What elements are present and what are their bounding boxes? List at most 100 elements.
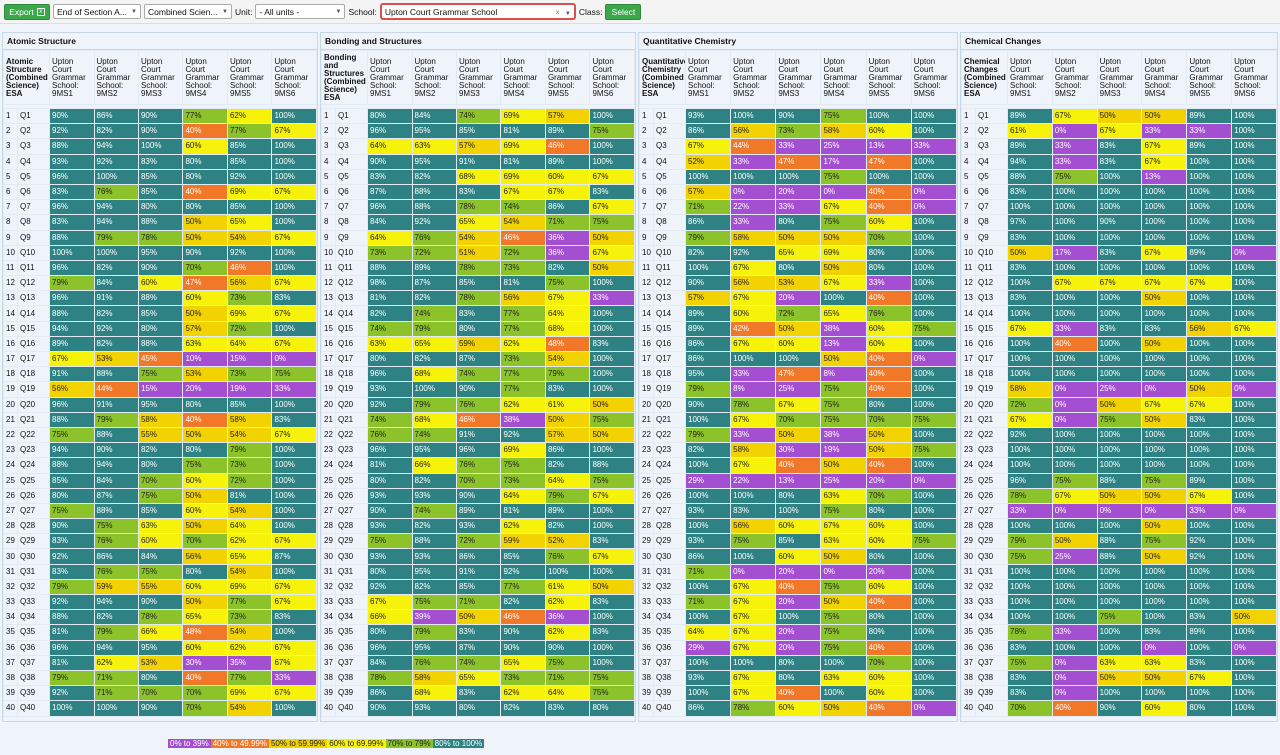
score-cell: 46%	[544, 138, 591, 155]
filter-toolbar: Export x End of Section A... ▼ Combined S…	[0, 0, 1280, 24]
score-cell: 100%	[730, 350, 777, 368]
table-row: 20 Q20 72% 0% 50% 67% 67% 100%	[961, 396, 1277, 413]
score-cell: 50%	[775, 229, 822, 246]
score-cell: 100%	[49, 244, 95, 261]
score-cell: 60%	[865, 518, 912, 535]
score-cell: 90%	[684, 275, 732, 292]
score-cell: 100%	[1007, 578, 1053, 596]
score-cell: 54%	[226, 700, 273, 717]
score-cell: 85%	[455, 123, 502, 140]
subject-select[interactable]: Combined Scien... ▼	[144, 4, 232, 19]
score-cell: 82%	[93, 335, 139, 353]
score-cell: 83%	[1186, 411, 1233, 428]
score-cell: 88%	[589, 457, 635, 474]
score-cell: 0%	[910, 350, 957, 368]
score-cell: 88%	[367, 259, 413, 277]
score-cell: 96%	[49, 168, 95, 185]
row-number: 12	[3, 275, 18, 292]
score-cell: 75%	[49, 426, 95, 444]
score-cell: 100%	[1051, 229, 1098, 246]
clear-icon[interactable]: ×	[555, 7, 560, 17]
score-cell: 77%	[500, 381, 546, 398]
unit-select[interactable]: - All units - ▼	[255, 4, 346, 19]
score-cell: 100%	[1096, 350, 1143, 368]
score-cell: 15%	[137, 381, 184, 398]
score-cell: 50%	[1096, 107, 1143, 125]
score-cell: 56%	[226, 275, 273, 292]
table-row: 17 Q17 80% 82% 87% 73% 54% 100%	[321, 350, 635, 368]
score-cell: 100%	[1007, 350, 1053, 368]
score-cell: 93%	[367, 548, 413, 565]
score-cell: 92%	[93, 153, 139, 170]
row-number: 19	[321, 381, 336, 398]
score-cell: 47%	[775, 366, 822, 383]
class-header: Upton Court Grammar School: 9MS3	[137, 50, 184, 105]
score-cell: 83%	[455, 624, 502, 641]
row-number: 36	[961, 639, 976, 656]
score-cell: 100%	[271, 624, 317, 641]
score-cell: 50%	[182, 305, 228, 322]
school-select[interactable]: Upton Court Grammar School × ▼	[379, 3, 576, 20]
score-cell: 50%	[1141, 669, 1188, 687]
row-number: 12	[961, 275, 976, 292]
score-cell: 100%	[1007, 335, 1053, 353]
select-button[interactable]: Select	[605, 3, 642, 20]
score-cell: 94%	[49, 442, 95, 459]
score-cell: 67%	[1051, 107, 1098, 125]
score-cell: 60%	[182, 138, 228, 155]
row-number: 8	[961, 214, 976, 231]
score-cell: 82%	[544, 518, 591, 535]
score-cell: 88%	[93, 426, 139, 444]
score-cell: 0%	[1231, 381, 1277, 398]
score-cell: 100%	[1141, 609, 1188, 626]
question-label: Q4	[16, 153, 51, 170]
assessment-select-value: End of Section A...	[57, 6, 127, 17]
table-row: 12 Q12 79% 84% 60% 47% 56% 67%	[3, 275, 317, 292]
score-cell: 88%	[49, 229, 95, 246]
score-cell: 29%	[684, 472, 732, 489]
row-number: 3	[3, 138, 18, 155]
table-row: 8 Q8 86% 33% 80% 75% 60% 100%	[639, 214, 957, 231]
score-cell: 75%	[137, 366, 184, 383]
score-cell: 25%	[1096, 381, 1143, 398]
question-label: Q10	[16, 244, 51, 261]
score-cell: 100%	[910, 487, 957, 504]
score-cell: 71%	[684, 199, 732, 216]
export-button[interactable]: Export x	[4, 3, 50, 20]
row-number: 9	[639, 229, 654, 246]
score-cell: 13%	[865, 138, 912, 155]
score-cell: 98%	[367, 275, 413, 292]
table-row: 21 Q21 74% 68% 46% 38% 50% 75%	[321, 411, 635, 428]
score-cell: 75%	[820, 578, 867, 596]
score-cell: 50%	[820, 350, 867, 368]
score-cell: 100%	[589, 609, 635, 626]
score-cell: 75%	[500, 457, 546, 474]
score-cell: 100%	[271, 700, 317, 717]
score-cell: 83%	[137, 153, 184, 170]
row-number: 28	[321, 518, 336, 535]
score-cell: 67%	[271, 275, 317, 292]
question-label: Q22	[975, 426, 1008, 444]
row-number: 27	[961, 502, 976, 520]
score-cell: 54%	[226, 426, 273, 444]
row-number: 28	[3, 518, 18, 535]
score-cell: 100%	[684, 654, 732, 671]
score-cell: 100%	[589, 320, 635, 337]
score-cell: 54%	[455, 229, 502, 246]
score-cell: 86%	[684, 700, 732, 717]
question-label: Q6	[16, 183, 51, 201]
score-cell: 100%	[684, 578, 732, 596]
score-cell: 80%	[367, 624, 413, 641]
score-cell: 100%	[865, 168, 912, 185]
score-cell: 89%	[1186, 624, 1233, 641]
row-number: 40	[639, 700, 654, 717]
score-cell: 100%	[271, 138, 317, 155]
table-row: 4 Q4 94% 33% 83% 67% 100% 100%	[961, 153, 1277, 170]
row-number: 21	[3, 411, 18, 428]
assessment-select[interactable]: End of Section A... ▼	[53, 4, 141, 19]
score-cell: 83%	[1096, 153, 1143, 170]
score-cell: 67%	[1096, 275, 1143, 292]
score-cell: 82%	[93, 259, 139, 277]
score-cell: 100%	[1096, 305, 1143, 322]
panel-quantitative-chemistry: Quantitative Chemistry Quantitative Chemi…	[638, 32, 958, 722]
